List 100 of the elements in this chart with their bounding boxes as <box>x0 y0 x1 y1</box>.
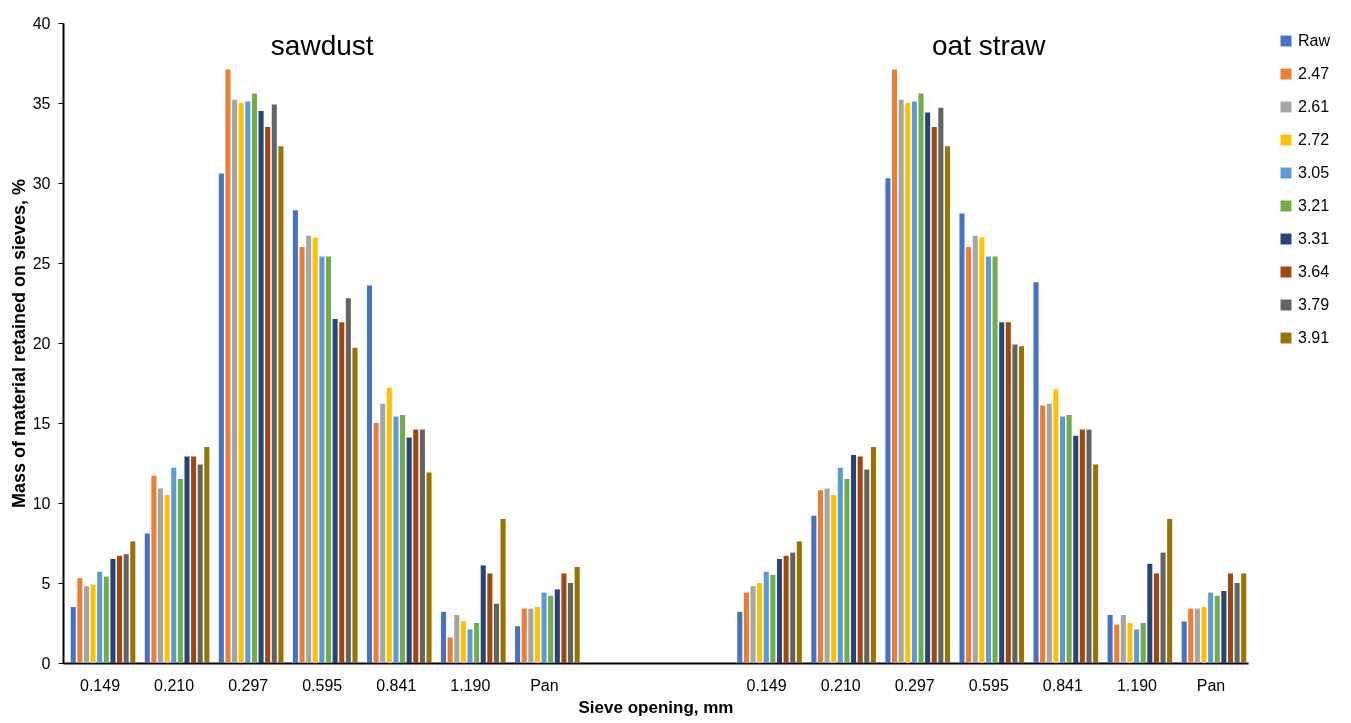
bar <box>204 447 210 663</box>
bar <box>474 623 480 663</box>
bar <box>271 104 277 663</box>
bar <box>1194 608 1200 663</box>
bar <box>97 571 103 663</box>
legend-label: 3.31 <box>1298 230 1330 247</box>
bar <box>332 319 338 663</box>
bar <box>1221 591 1227 663</box>
bar <box>493 603 500 663</box>
bar <box>898 99 904 663</box>
y-tick-label: 10 <box>32 494 51 512</box>
legend-label: 3.21 <box>1298 197 1330 214</box>
bar <box>944 146 950 663</box>
bar <box>515 626 521 663</box>
bar <box>966 247 972 663</box>
bar <box>1241 573 1247 663</box>
bar <box>1093 464 1099 663</box>
bar <box>770 575 776 663</box>
y-tick-label: 15 <box>32 414 51 432</box>
bar <box>130 541 136 663</box>
bar <box>460 621 466 663</box>
legend-label: Raw <box>1298 32 1331 49</box>
bar <box>245 101 251 663</box>
bar <box>959 213 965 663</box>
bar <box>171 467 177 663</box>
bar <box>258 111 264 663</box>
bar <box>864 469 870 663</box>
bar <box>938 107 944 663</box>
bar <box>232 99 238 663</box>
bar <box>1086 429 1092 663</box>
bar <box>743 592 749 663</box>
bar <box>1046 403 1052 663</box>
bar <box>1033 282 1039 663</box>
bar <box>1201 607 1207 663</box>
bar <box>824 488 830 663</box>
bar <box>70 607 76 663</box>
bar <box>77 578 83 663</box>
bar <box>151 475 157 663</box>
bar <box>299 247 305 663</box>
y-tick-label: 20 <box>32 334 51 352</box>
bar <box>1208 592 1214 663</box>
bar <box>1188 608 1194 663</box>
y-axis-title: Mass of material retained on sieves, % <box>8 178 29 509</box>
legend-label: 2.61 <box>1298 98 1330 115</box>
bar <box>1066 415 1072 663</box>
bar <box>447 637 453 663</box>
y-tick-label: 0 <box>41 654 51 672</box>
y-tick-label: 5 <box>41 574 51 592</box>
bar <box>992 256 998 663</box>
x-tick-label: 0.841 <box>1042 676 1083 694</box>
bar <box>1134 629 1140 663</box>
bar <box>931 127 937 663</box>
bar <box>1053 389 1059 663</box>
bar <box>467 629 473 663</box>
bar <box>918 93 924 663</box>
bar <box>1114 624 1120 663</box>
bar <box>574 567 580 663</box>
bar <box>534 607 540 663</box>
bar <box>292 210 298 663</box>
bar <box>164 495 170 663</box>
bar <box>441 611 447 663</box>
bar <box>870 447 876 663</box>
bar <box>1160 552 1166 663</box>
legend-label: 3.05 <box>1298 164 1330 181</box>
x-tick-label: 0.297 <box>894 676 935 694</box>
bar <box>500 519 506 663</box>
bar <box>972 235 978 663</box>
bar <box>790 552 796 663</box>
bar <box>1107 615 1113 663</box>
bar <box>1019 346 1025 663</box>
bar <box>366 285 373 663</box>
bar <box>1059 416 1066 663</box>
bar <box>763 571 769 663</box>
bar <box>184 456 190 663</box>
bar <box>103 576 109 663</box>
bar <box>225 69 231 663</box>
bar <box>837 467 843 663</box>
bar <box>844 479 850 663</box>
bar <box>386 387 392 663</box>
bar <box>419 429 425 663</box>
bar <box>1127 623 1133 663</box>
y-tick-label: 25 <box>32 254 51 272</box>
bar <box>568 583 574 663</box>
bar <box>1147 563 1153 663</box>
x-tick-label: 0.841 <box>376 676 417 694</box>
bar <box>750 586 756 663</box>
bar <box>554 589 560 663</box>
x-tick-label: 0.595 <box>968 676 1009 694</box>
bar <box>238 103 244 663</box>
bar <box>480 565 486 663</box>
legend-label: 3.91 <box>1298 329 1330 346</box>
x-tick-label: 1.190 <box>450 676 491 694</box>
bar <box>306 235 312 663</box>
bar <box>1167 519 1173 663</box>
bar <box>1181 621 1187 663</box>
bar <box>177 479 183 663</box>
bar <box>541 592 547 663</box>
bar <box>278 146 284 663</box>
bar <box>83 586 89 663</box>
bar <box>123 554 129 663</box>
